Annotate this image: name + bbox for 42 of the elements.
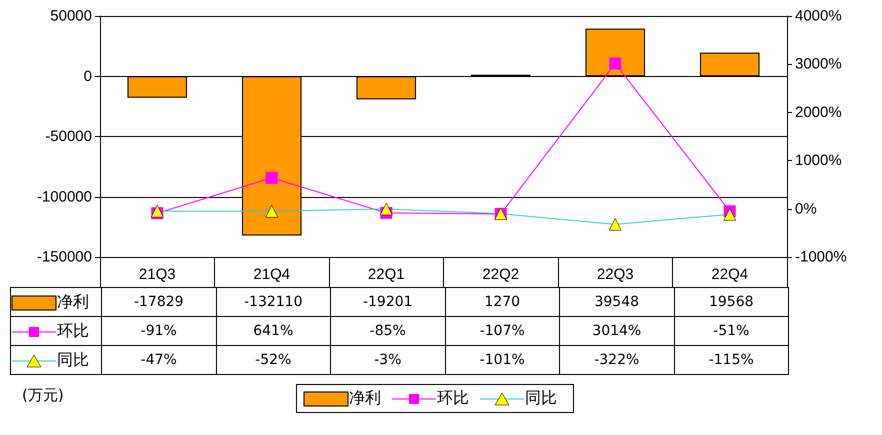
data-label: -91% (102, 316, 216, 346)
data-label: -115% (674, 346, 788, 374)
legend-label: 净利 (57, 292, 89, 310)
data-label: -101% (445, 346, 560, 374)
y2-tick-label: -1000% (795, 248, 847, 266)
y2-tick-label: 0% (795, 200, 817, 218)
data-label: -19201 (330, 288, 445, 316)
data-label: -47% (102, 346, 216, 374)
data-label: 39548 (560, 288, 674, 316)
data-label: -3% (330, 346, 445, 374)
text: 净利 (349, 388, 381, 407)
x-tick-label: 21Q3 (138, 266, 176, 283)
x-tick-label: 22Q2 (482, 266, 520, 283)
text: 同比 (525, 388, 557, 407)
legend-label: 环比 (57, 320, 89, 340)
y2-tick-label: 2000% (795, 104, 842, 121)
text: (万元) (22, 386, 64, 405)
data-label: -132110 (216, 288, 330, 316)
data-label: -51% (674, 316, 788, 346)
y-tick-label: -100000 (36, 188, 92, 206)
legend-label: 同比 (57, 350, 89, 368)
data-label: -17829 (102, 288, 216, 316)
text: 环比 (437, 388, 469, 407)
y2-tick-label: 4000% (795, 8, 842, 24)
y-tick-label: 0 (84, 68, 92, 85)
x-tick-label: 22Q1 (368, 266, 405, 283)
data-label: 3014% (560, 316, 674, 346)
x-tick-label: 21Q4 (253, 266, 290, 283)
data-label: -322% (560, 346, 674, 374)
data-label: 1270 (445, 288, 560, 316)
data-label: -52% (216, 346, 330, 374)
y-tick-label: 50000 (50, 8, 92, 24)
y2-tick-label: 3000% (795, 56, 842, 73)
y-tick-label: -150000 (36, 248, 92, 266)
data-label: 641% (216, 316, 330, 346)
data-label: -107% (445, 316, 560, 346)
data-label: 19568 (674, 288, 788, 316)
x-tick-label: 22Q4 (711, 266, 748, 283)
data-label: -85% (330, 316, 445, 346)
x-tick-label: 22Q3 (596, 266, 634, 283)
y-tick-label: -50000 (45, 128, 92, 145)
y2-tick-label: 1000% (795, 152, 842, 170)
